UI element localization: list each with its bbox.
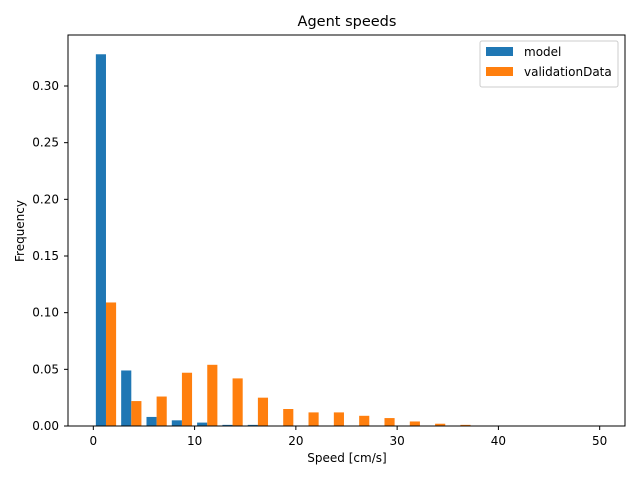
- legend-swatch-model: [486, 47, 513, 56]
- y-tick-label: 0.25: [32, 136, 59, 150]
- legend-swatch-validationData: [486, 67, 513, 76]
- y-tick-label: 0.20: [32, 192, 59, 206]
- bar-model-4: [197, 422, 208, 426]
- x-tick-label: 30: [389, 434, 404, 448]
- bar-validationData-1: [131, 401, 142, 426]
- bar-validationData-0: [105, 302, 117, 426]
- bar-validationData-7: [283, 409, 294, 426]
- y-axis-label: Frequency: [13, 200, 27, 262]
- legend-label-model: model: [524, 45, 561, 59]
- bars-group: [95, 54, 496, 427]
- bar-model-3: [171, 420, 182, 426]
- plot-frame: [67, 34, 626, 427]
- legend-frame: [479, 40, 619, 88]
- bar-validationData-5: [232, 378, 243, 426]
- bar-validationData-4: [207, 364, 218, 426]
- bar-model-1: [121, 370, 132, 426]
- bar-validationData-10: [359, 415, 370, 426]
- x-axis-label: Speed [cm/s]: [307, 451, 386, 465]
- x-tick-label: 0: [89, 434, 97, 448]
- bar-validationData-3: [181, 372, 193, 426]
- bar-validationData-9: [333, 412, 344, 426]
- bar-validationData-6: [257, 397, 269, 426]
- y-tick-label: 0.00: [32, 419, 59, 433]
- x-tick-label: 20: [288, 434, 303, 448]
- y-tick-label: 0.10: [32, 306, 59, 320]
- bar-model-0: [95, 54, 106, 427]
- bar-validationData-11: [384, 418, 395, 426]
- bar-validationData-8: [308, 412, 319, 426]
- y-tick-label: 0.30: [32, 79, 59, 93]
- y-tick-label: 0.15: [32, 249, 59, 263]
- bar-validationData-13: [435, 423, 446, 426]
- y-axis-ticks: 0.00 0.05 0.10 0.15 0.20 0.25 0.30: [32, 79, 68, 433]
- bar-model-2: [146, 416, 157, 426]
- x-axis-ticks: 0 10 20 30 40 50: [89, 426, 607, 448]
- bar-validationData-2: [156, 396, 167, 426]
- bar-validationData-14: [460, 424, 471, 426]
- y-tick-label: 0.05: [32, 362, 59, 376]
- legend-label-validationData: validationData: [524, 65, 612, 79]
- chart-title: Agent speeds: [298, 14, 397, 30]
- legend: model validationData: [479, 40, 619, 88]
- bar-validationData-12: [409, 421, 420, 426]
- x-tick-label: 40: [491, 434, 506, 448]
- bar-model-5: [222, 424, 233, 426]
- x-tick-label: 50: [592, 434, 607, 448]
- x-tick-label: 10: [187, 434, 202, 448]
- bar-model-6: [247, 424, 258, 426]
